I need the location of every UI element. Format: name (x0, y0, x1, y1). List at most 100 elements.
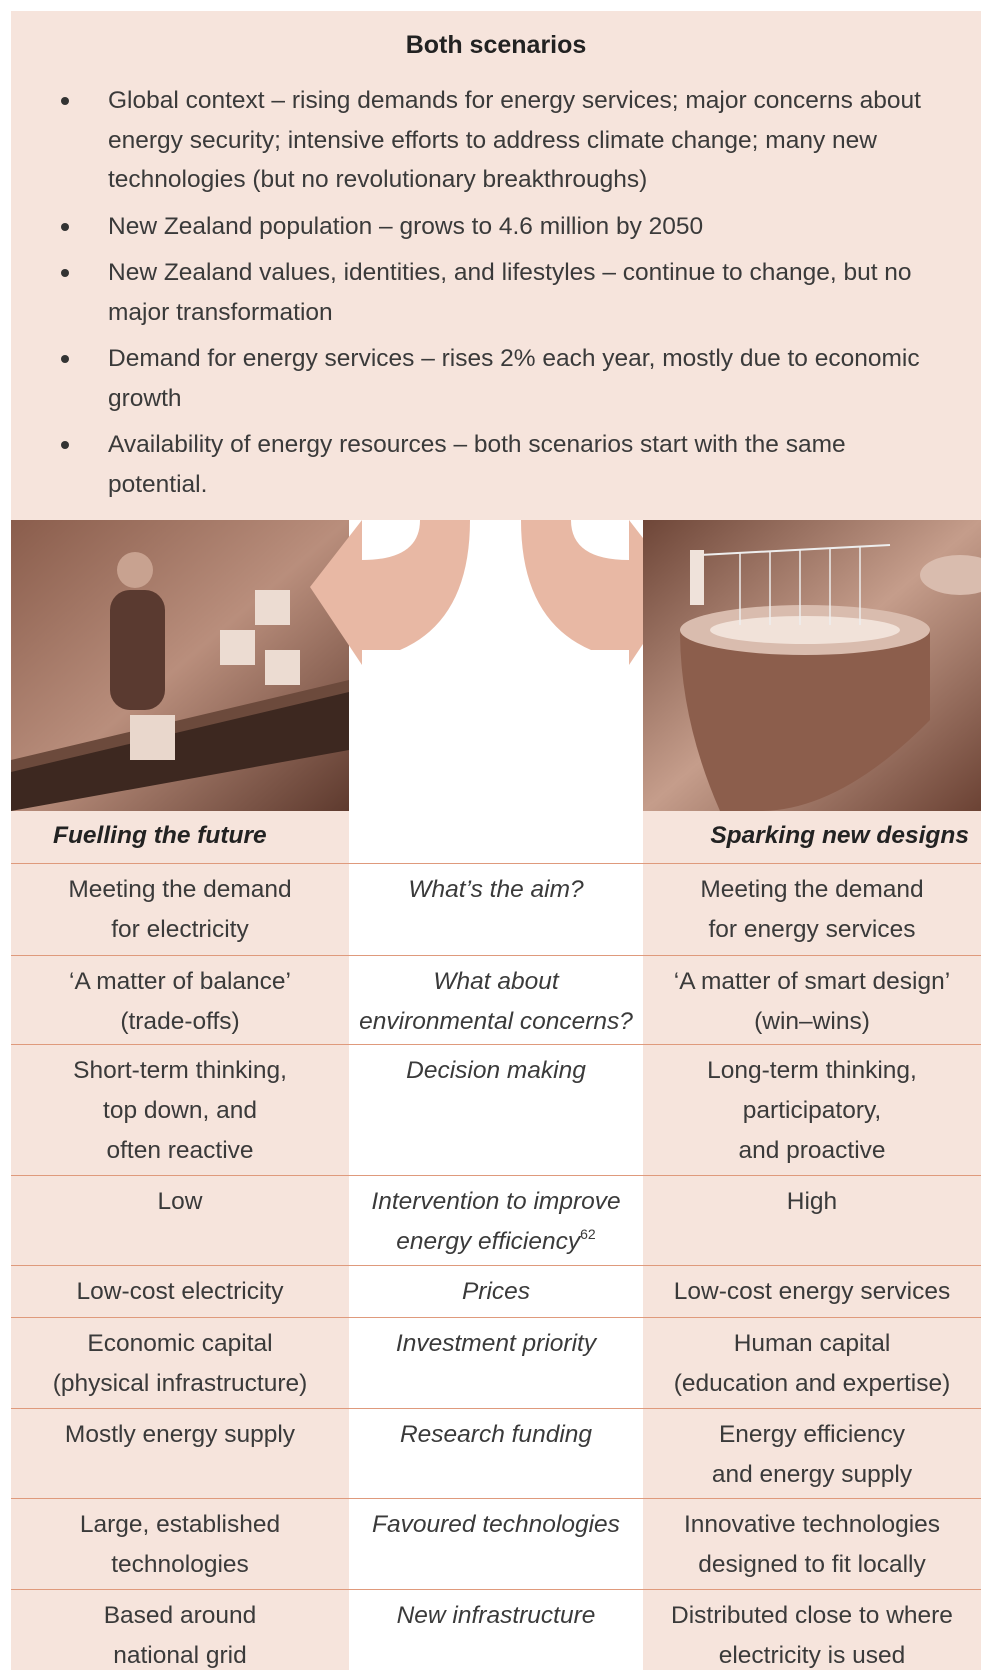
arrows (310, 520, 681, 665)
table-row: Based around national grid New infrastruct… (11, 1589, 981, 1670)
heading: Fuelling the future (11, 811, 349, 863)
right-illustration (643, 520, 981, 811)
text-line: Mostly energy supply (64, 1421, 296, 1448)
table-row: Low-cost electricity Prices Low-cost energ… (11, 1265, 981, 1317)
text-line: Availability of energy resources – both … (108, 431, 846, 458)
text-line: New Zealand population – grows to 4.6 mi… (108, 212, 704, 240)
table-cell: Based around national grid (11, 1590, 349, 1670)
text-line: (education and expertise) (673, 1370, 951, 1397)
table-cell: Mostly energy supply (11, 1409, 349, 1498)
table-cell: Distributed close to where electricity is… (643, 1590, 981, 1670)
text-line: often reactive (106, 1137, 254, 1164)
text-line: New infrastructure (396, 1602, 596, 1629)
bullet-list: Global context – rising demands for ener… (11, 81, 981, 511)
table-cell: ‘A matter of balance’ (trade-offs) (11, 956, 349, 1044)
comparison-table: Fuelling the future Sparking new designs M… (11, 811, 981, 1670)
table-cell: Low-cost energy services (643, 1266, 981, 1317)
table-cell: Long-term thinking, participatory, and pro… (643, 1045, 981, 1175)
table-cell: What’s the aim? (349, 864, 643, 955)
text-line: growth (108, 384, 182, 412)
text-line: for electricity (111, 916, 249, 943)
text-line: Demand for energy services – rises 2% ea… (108, 345, 920, 372)
text-line: Short-term thinking, (73, 1057, 287, 1084)
table-cell: Economic capital (physical infrastructure… (11, 1318, 349, 1408)
table-cell: Innovative technologies designed to fit l… (643, 1499, 981, 1589)
table-cell: Low-cost electricity (11, 1266, 349, 1317)
table-row: Economic capital (physical infrastructure… (11, 1317, 981, 1408)
text-line: Decision making (406, 1057, 586, 1084)
table-cell: High (643, 1176, 981, 1265)
text-line: energy efficiency62 (349, 1222, 643, 1262)
bullet-item: Global context – rising demands for ener… (11, 81, 981, 200)
text-line: Meeting the demand (68, 876, 292, 903)
text-line: technologies (but no revolutionary break… (108, 166, 648, 193)
text-line: ‘A matter of balance’ (69, 968, 291, 995)
text-line: and energy supply (711, 1461, 913, 1488)
text-line: Global context – rising demands for ener… (108, 87, 921, 114)
footnote-ref: 62 (580, 1226, 596, 1242)
text-line: High (786, 1188, 838, 1215)
text-line: energy efficiency (396, 1228, 581, 1255)
text-line: Innovative technologies (683, 1511, 941, 1538)
table-row: Meeting the demand for electricity What’s … (11, 863, 981, 955)
text-line: New Zealand values, identities, and life… (108, 259, 912, 286)
table-cell: Low (11, 1176, 349, 1265)
text-line: Economic capital (87, 1330, 273, 1357)
heading: Sparking new designs (643, 811, 981, 863)
text-line: Meeting the demand (700, 876, 924, 903)
text-line: major transformation (108, 298, 333, 326)
text-line: participatory, (742, 1097, 882, 1124)
table-cell: ‘A matter of smart design’ (win–wins) (643, 956, 981, 1044)
table-cell: Meeting the demand for electricity (11, 864, 349, 955)
text-line: designed to fit locally (698, 1551, 926, 1578)
table-row: Mostly energy supply Research funding Ener… (11, 1408, 981, 1498)
table-cell: Prices (349, 1266, 643, 1317)
text-line: Energy efficiency (718, 1421, 906, 1448)
text-line: top down, and (103, 1097, 257, 1124)
text-line: environmental concerns? (359, 1008, 633, 1035)
text-line: electricity is used (718, 1642, 906, 1669)
table-cell: Intervention to improve energy efficiency… (349, 1176, 643, 1265)
summary-box: Both scenarios Global context – rising d… (11, 11, 981, 520)
table-cell: New infrastructure (349, 1590, 643, 1670)
text-line: Low-cost energy services (673, 1278, 951, 1305)
text-line: Low-cost electricity (76, 1278, 284, 1305)
text-line: Low (157, 1188, 203, 1215)
text-line: Intervention to improve (371, 1188, 621, 1215)
text-line: Large, established (79, 1511, 281, 1538)
text-line: energy security; intensive efforts to ad… (108, 126, 877, 154)
text-line: national grid (113, 1642, 247, 1669)
text-line: (trade-offs) (120, 1008, 240, 1035)
text-line: Favoured technologies (372, 1511, 620, 1538)
text-line: for energy services (708, 916, 916, 943)
text-line: Investment priority (395, 1330, 597, 1357)
text-line: Long-term thinking, (707, 1057, 917, 1084)
box-title: Both scenarios (405, 31, 587, 59)
illustrations (11, 520, 981, 811)
table-row: Low Intervention to improve energy efficie… (11, 1175, 981, 1265)
text-line: Research funding (399, 1421, 593, 1448)
table-cell: Large, established technologies (11, 1499, 349, 1589)
heading-blank (349, 811, 643, 863)
text-line: Based around (103, 1602, 257, 1629)
text-line: technologies (111, 1551, 249, 1578)
bullet-item: Demand for energy services – rises 2% ea… (11, 339, 981, 418)
text-line: (physical infrastructure) (52, 1370, 308, 1397)
bullet-item: New Zealand values, identities, and life… (11, 253, 981, 332)
table-cell: Human capital (education and expertise) (643, 1318, 981, 1408)
table-cell: Meeting the demand for energy services (643, 864, 981, 955)
text-line: Prices (461, 1278, 531, 1305)
text-line: and proactive (738, 1137, 886, 1164)
table-cell: Favoured technologies (349, 1499, 643, 1589)
header-row: Fuelling the future Sparking new designs (11, 811, 981, 863)
text-line: (win–wins) (754, 1008, 870, 1035)
bullet-item: New Zealand population – grows to 4.6 mi… (11, 207, 981, 247)
table-cell: Decision making (349, 1045, 643, 1175)
table-cell: Investment priority (349, 1318, 643, 1408)
bullet-item: Availability of energy resources – both … (11, 425, 981, 504)
left-illustration (11, 520, 349, 811)
table-cell: Energy efficiency and energy supply (643, 1409, 981, 1498)
table-cell: Short-term thinking, top down, and often r… (11, 1045, 349, 1175)
text-line: Human capital (733, 1330, 891, 1357)
